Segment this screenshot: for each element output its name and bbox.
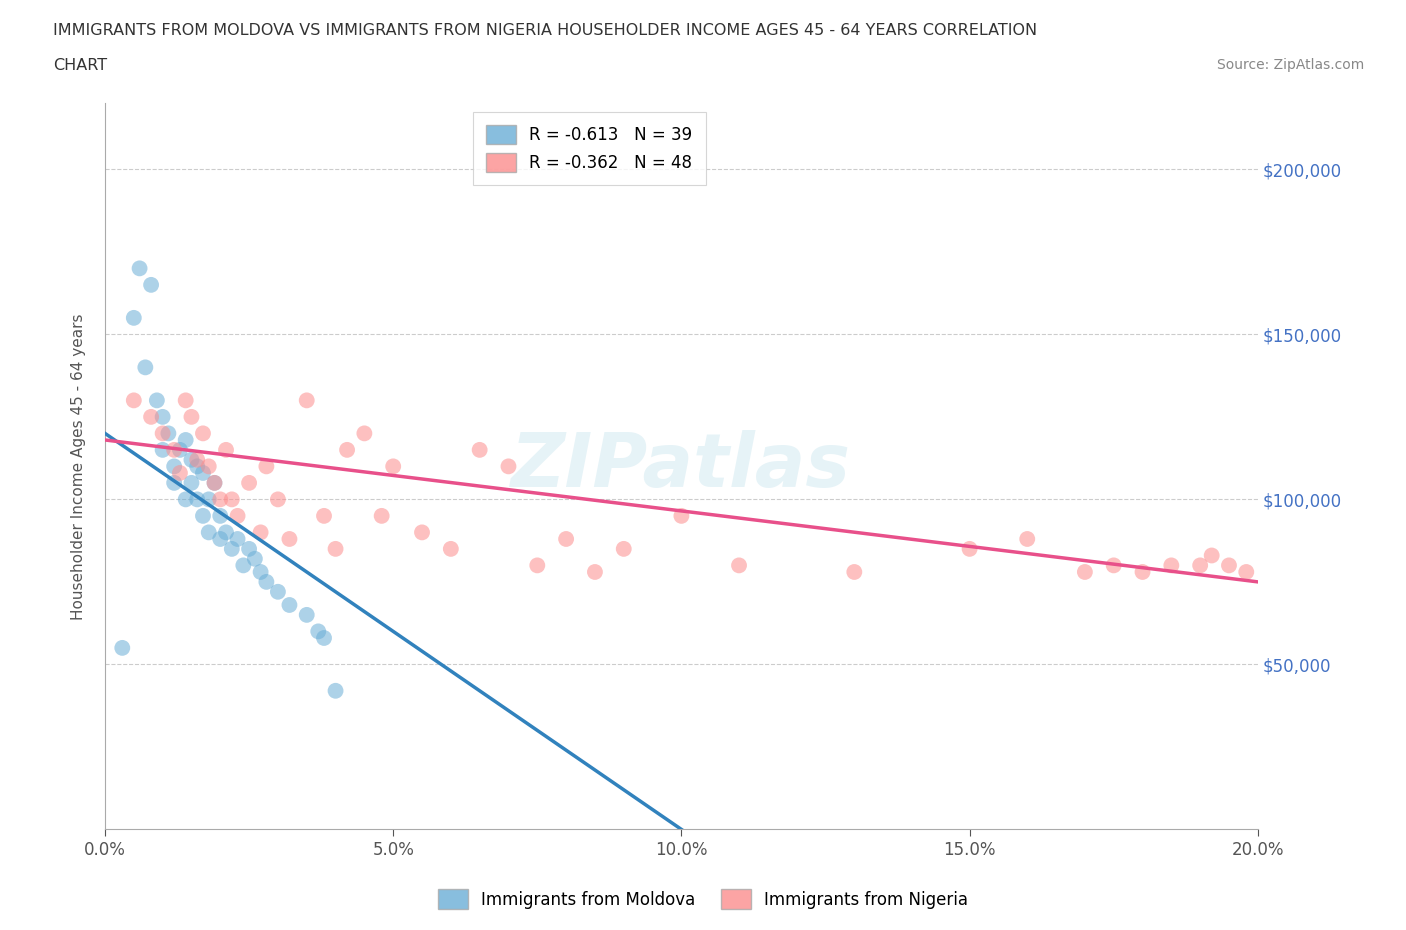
Point	[238, 475, 260, 490]
Point	[215, 525, 238, 539]
Point	[411, 525, 433, 539]
Text: Source: ZipAtlas.com: Source: ZipAtlas.com	[1216, 58, 1364, 72]
Point	[157, 426, 180, 441]
Point	[325, 541, 347, 556]
Point	[152, 443, 174, 458]
Point	[555, 532, 578, 547]
Point	[1017, 532, 1039, 547]
Point	[163, 475, 186, 490]
Point	[959, 541, 981, 556]
Point	[278, 598, 301, 613]
Point	[169, 443, 191, 458]
Legend: R = -0.613   N = 39, R = -0.362   N = 48: R = -0.613 N = 39, R = -0.362 N = 48	[472, 112, 706, 185]
Point	[249, 525, 271, 539]
Point	[186, 452, 208, 467]
Point	[1132, 565, 1154, 579]
Point	[111, 641, 134, 656]
Point	[204, 475, 226, 490]
Point	[526, 558, 548, 573]
Point	[215, 443, 238, 458]
Point	[336, 443, 359, 458]
Point	[163, 443, 186, 458]
Point	[174, 432, 197, 447]
Point	[226, 532, 249, 547]
Point	[122, 393, 145, 408]
Point	[295, 393, 318, 408]
Point	[191, 466, 214, 481]
Point	[221, 541, 243, 556]
Point	[186, 458, 208, 473]
Point	[1074, 565, 1097, 579]
Text: CHART: CHART	[53, 58, 107, 73]
Point	[325, 684, 347, 698]
Point	[221, 492, 243, 507]
Point	[844, 565, 866, 579]
Legend: Immigrants from Moldova, Immigrants from Nigeria: Immigrants from Moldova, Immigrants from…	[430, 881, 976, 917]
Point	[128, 261, 150, 276]
Point	[197, 458, 219, 473]
Point	[440, 541, 463, 556]
Point	[146, 393, 169, 408]
Point	[254, 575, 277, 590]
Point	[254, 458, 277, 473]
Point	[186, 492, 208, 507]
Point	[204, 475, 226, 490]
Point	[134, 360, 156, 375]
Point	[1189, 558, 1212, 573]
Point	[238, 541, 260, 556]
Point	[353, 426, 375, 441]
Point	[180, 475, 202, 490]
Point	[671, 509, 693, 524]
Point	[295, 607, 318, 622]
Point	[226, 509, 249, 524]
Point	[174, 492, 197, 507]
Point	[209, 532, 232, 547]
Point	[1102, 558, 1125, 573]
Point	[197, 525, 219, 539]
Point	[197, 492, 219, 507]
Point	[152, 426, 174, 441]
Point	[180, 409, 202, 424]
Point	[312, 631, 335, 645]
Y-axis label: Householder Income Ages 45 - 64 years: Householder Income Ages 45 - 64 years	[72, 313, 86, 619]
Text: IMMIGRANTS FROM MOLDOVA VS IMMIGRANTS FROM NIGERIA HOUSEHOLDER INCOME AGES 45 - : IMMIGRANTS FROM MOLDOVA VS IMMIGRANTS FR…	[53, 23, 1038, 38]
Point	[1201, 548, 1223, 563]
Point	[249, 565, 271, 579]
Point	[1160, 558, 1182, 573]
Point	[728, 558, 751, 573]
Point	[180, 452, 202, 467]
Point	[209, 509, 232, 524]
Point	[174, 393, 197, 408]
Point	[278, 532, 301, 547]
Point	[163, 458, 186, 473]
Point	[498, 458, 520, 473]
Point	[1234, 565, 1257, 579]
Point	[191, 509, 214, 524]
Point	[370, 509, 392, 524]
Point	[169, 466, 191, 481]
Point	[209, 492, 232, 507]
Point	[232, 558, 254, 573]
Text: ZIPatlas: ZIPatlas	[512, 430, 852, 503]
Point	[1218, 558, 1240, 573]
Point	[382, 458, 405, 473]
Point	[191, 426, 214, 441]
Point	[307, 624, 329, 639]
Point	[152, 409, 174, 424]
Point	[312, 509, 335, 524]
Point	[468, 443, 491, 458]
Point	[583, 565, 606, 579]
Point	[139, 277, 162, 292]
Point	[613, 541, 636, 556]
Point	[139, 409, 162, 424]
Point	[267, 584, 290, 599]
Point	[267, 492, 290, 507]
Point	[122, 311, 145, 325]
Point	[243, 551, 266, 566]
